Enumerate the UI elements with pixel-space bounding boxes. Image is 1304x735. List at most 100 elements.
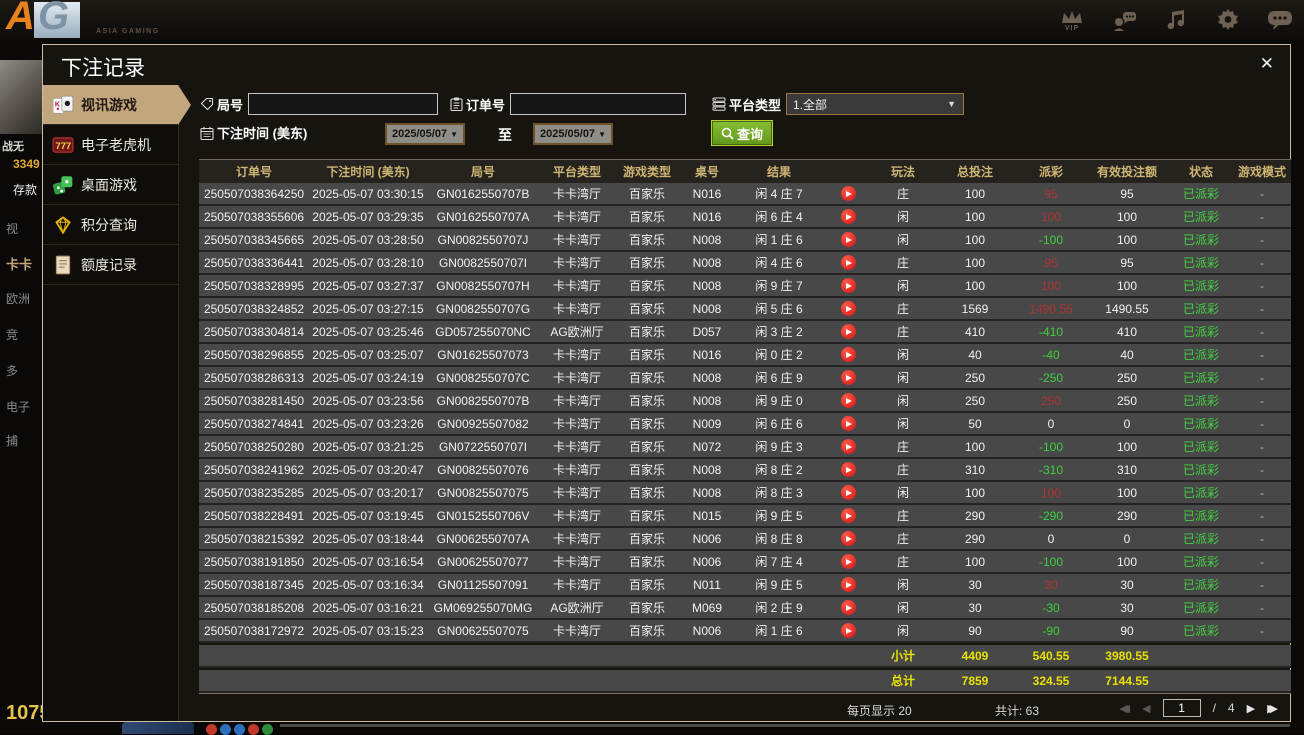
play-video-icon[interactable]	[840, 554, 856, 570]
total-pages: 4	[1227, 701, 1235, 715]
subtotal-label: 小计	[890, 649, 915, 663]
cell-play-type: 庄	[896, 463, 909, 477]
play-video-icon[interactable]	[840, 278, 856, 294]
prev-page-icon[interactable]: ◀	[1142, 702, 1151, 715]
play-video-icon[interactable]	[840, 209, 856, 225]
close-icon[interactable]: ✕	[1259, 54, 1274, 73]
cell-play-type: 闲	[896, 578, 909, 592]
settings-icon[interactable]	[1214, 5, 1242, 35]
ag-logo[interactable]: A G ASIA GAMING	[4, 0, 194, 40]
sidebar-item-quota-records[interactable]: 额度记录	[43, 245, 178, 285]
sidebar-item-table-games[interactable]: 桌面游戏	[43, 165, 178, 205]
lobby-tab-europe[interactable]: 欧洲	[6, 292, 31, 306]
play-video-icon[interactable]	[840, 186, 856, 202]
vip-icon[interactable]: VIP	[1058, 5, 1086, 35]
cell-status: 已派彩	[1182, 233, 1219, 247]
platform-type-select[interactable]: 1.全部 ▼	[786, 93, 965, 115]
cell-order-no: 250507038241962	[203, 462, 305, 477]
cell-round-no: GN00825507075	[437, 485, 529, 500]
cell-table-no: N008	[692, 301, 722, 316]
chat-icon[interactable]	[1266, 5, 1294, 35]
sidebar-item-slots[interactable]: 777 电子老虎机	[43, 125, 178, 165]
header-result: 结果	[766, 165, 791, 179]
cell-result: 闲 6 庄 6	[755, 417, 803, 431]
order-no-input[interactable]	[510, 93, 687, 115]
play-video-icon[interactable]	[840, 600, 856, 616]
play-video-icon[interactable]	[840, 347, 856, 363]
lobby-tab-kaka[interactable]: 卡卡	[6, 257, 33, 272]
next-page-icon[interactable]: ▶	[1246, 702, 1256, 715]
play-video-icon[interactable]	[840, 508, 856, 524]
lobby-tab-jing[interactable]: 竞	[6, 328, 19, 342]
cell-status: 已派彩	[1182, 601, 1219, 615]
round-no-filter: 局号	[200, 93, 439, 115]
play-video-icon[interactable]	[840, 462, 856, 478]
sidebar-item-points-inquiry[interactable]: 积分查询	[43, 205, 178, 245]
table-row: 250507038191850 2025-05-07 03:16:54 GN0062…	[199, 551, 1291, 574]
search-button[interactable]: 查询	[712, 121, 773, 145]
play-video-icon[interactable]	[840, 301, 856, 317]
cell-total-bet: 100	[964, 232, 986, 247]
cell-table-no: N009	[692, 416, 722, 431]
cell-game-type: 百家乐	[628, 440, 665, 454]
table-row: 250507038286313 2025-05-07 03:24:19 GN0082…	[199, 367, 1291, 390]
cell-game-mode: -	[1260, 462, 1264, 477]
play-video-icon[interactable]	[840, 623, 856, 639]
cell-play-type: 庄	[896, 187, 909, 201]
deposit-button[interactable]: 存款	[13, 183, 38, 197]
play-video-icon[interactable]	[840, 439, 856, 455]
play-video-icon[interactable]	[840, 324, 856, 340]
cell-table-no: N008	[692, 393, 722, 408]
cell-round-no: GN00625507075	[437, 623, 529, 638]
cell-total-bet: 30	[968, 577, 982, 592]
date-to-picker[interactable]: 2025/05/07 ▼	[533, 123, 613, 145]
total-valid-bet: 7144.55	[1105, 673, 1149, 688]
cell-valid-bet: 100	[1116, 278, 1138, 293]
cell-platform: 卡卡湾厅	[552, 348, 601, 362]
cell-payout: 0	[1047, 416, 1055, 431]
cell-table-no: N016	[692, 347, 722, 362]
play-video-icon[interactable]	[840, 577, 856, 593]
play-video-icon[interactable]	[840, 255, 856, 271]
lobby-tab-slots[interactable]: 电子	[6, 400, 31, 414]
cell-result: 闲 8 庄 8	[755, 532, 803, 546]
first-page-icon[interactable]: ◀◀	[1119, 702, 1130, 715]
clipboard-icon	[450, 97, 463, 111]
table-row: 250507038355606 2025-05-07 03:29:35 GN0162…	[199, 206, 1291, 229]
round-no-input[interactable]	[248, 93, 439, 115]
cell-round-no: GN0162550707B	[436, 186, 530, 201]
play-video-icon[interactable]	[840, 416, 856, 432]
cell-round-no: GN0082550707G	[435, 301, 531, 316]
cell-video	[823, 278, 873, 294]
page-number-input[interactable]	[1162, 699, 1201, 717]
cell-game-mode: -	[1260, 278, 1264, 293]
lobby-tab-video[interactable]: 视	[6, 222, 19, 236]
cell-table-no: N008	[692, 232, 722, 247]
play-video-icon[interactable]	[840, 531, 856, 547]
cell-bet-time: 2025-05-07 03:25:07	[312, 347, 424, 362]
sidebar-item-video-games[interactable]: K 视讯游戏	[43, 85, 191, 125]
platform-type-value: 1.全部	[793, 97, 828, 112]
table-row: 250507038250280 2025-05-07 03:21:25 GN0722…	[199, 436, 1291, 459]
lobby-tab-fishing[interactable]: 捕	[6, 434, 19, 448]
table-row: 250507038187345 2025-05-07 03:16:34 GN0112…	[199, 574, 1291, 597]
bet-records-dialog: 下注记录 ✕ K 视讯游戏 777 电子老虎机 桌面游戏 积分查询 额度记录	[42, 44, 1291, 722]
cell-status: 已派彩	[1182, 371, 1219, 385]
round-no-label: 局号	[200, 95, 243, 114]
play-video-icon[interactable]	[840, 232, 856, 248]
slot-777-icon: 777	[52, 136, 74, 153]
cell-valid-bet: 0	[1123, 531, 1131, 546]
cell-status: 已派彩	[1182, 555, 1219, 569]
play-video-icon[interactable]	[840, 393, 856, 409]
cell-bet-time: 2025-05-07 03:28:10	[312, 255, 424, 270]
cell-bet-time: 2025-05-07 03:28:50	[312, 232, 424, 247]
date-from-picker[interactable]: 2025/05/07 ▼	[385, 123, 465, 145]
customer-service-icon[interactable]	[1110, 5, 1138, 35]
music-icon[interactable]	[1162, 5, 1190, 35]
cell-table-no: N008	[692, 278, 722, 293]
lobby-tab-duo[interactable]: 多	[6, 364, 19, 378]
cell-round-no: GN01625507073	[437, 347, 529, 362]
play-video-icon[interactable]	[840, 370, 856, 386]
last-page-icon[interactable]: ▶▶	[1267, 702, 1278, 715]
play-video-icon[interactable]	[840, 485, 856, 501]
